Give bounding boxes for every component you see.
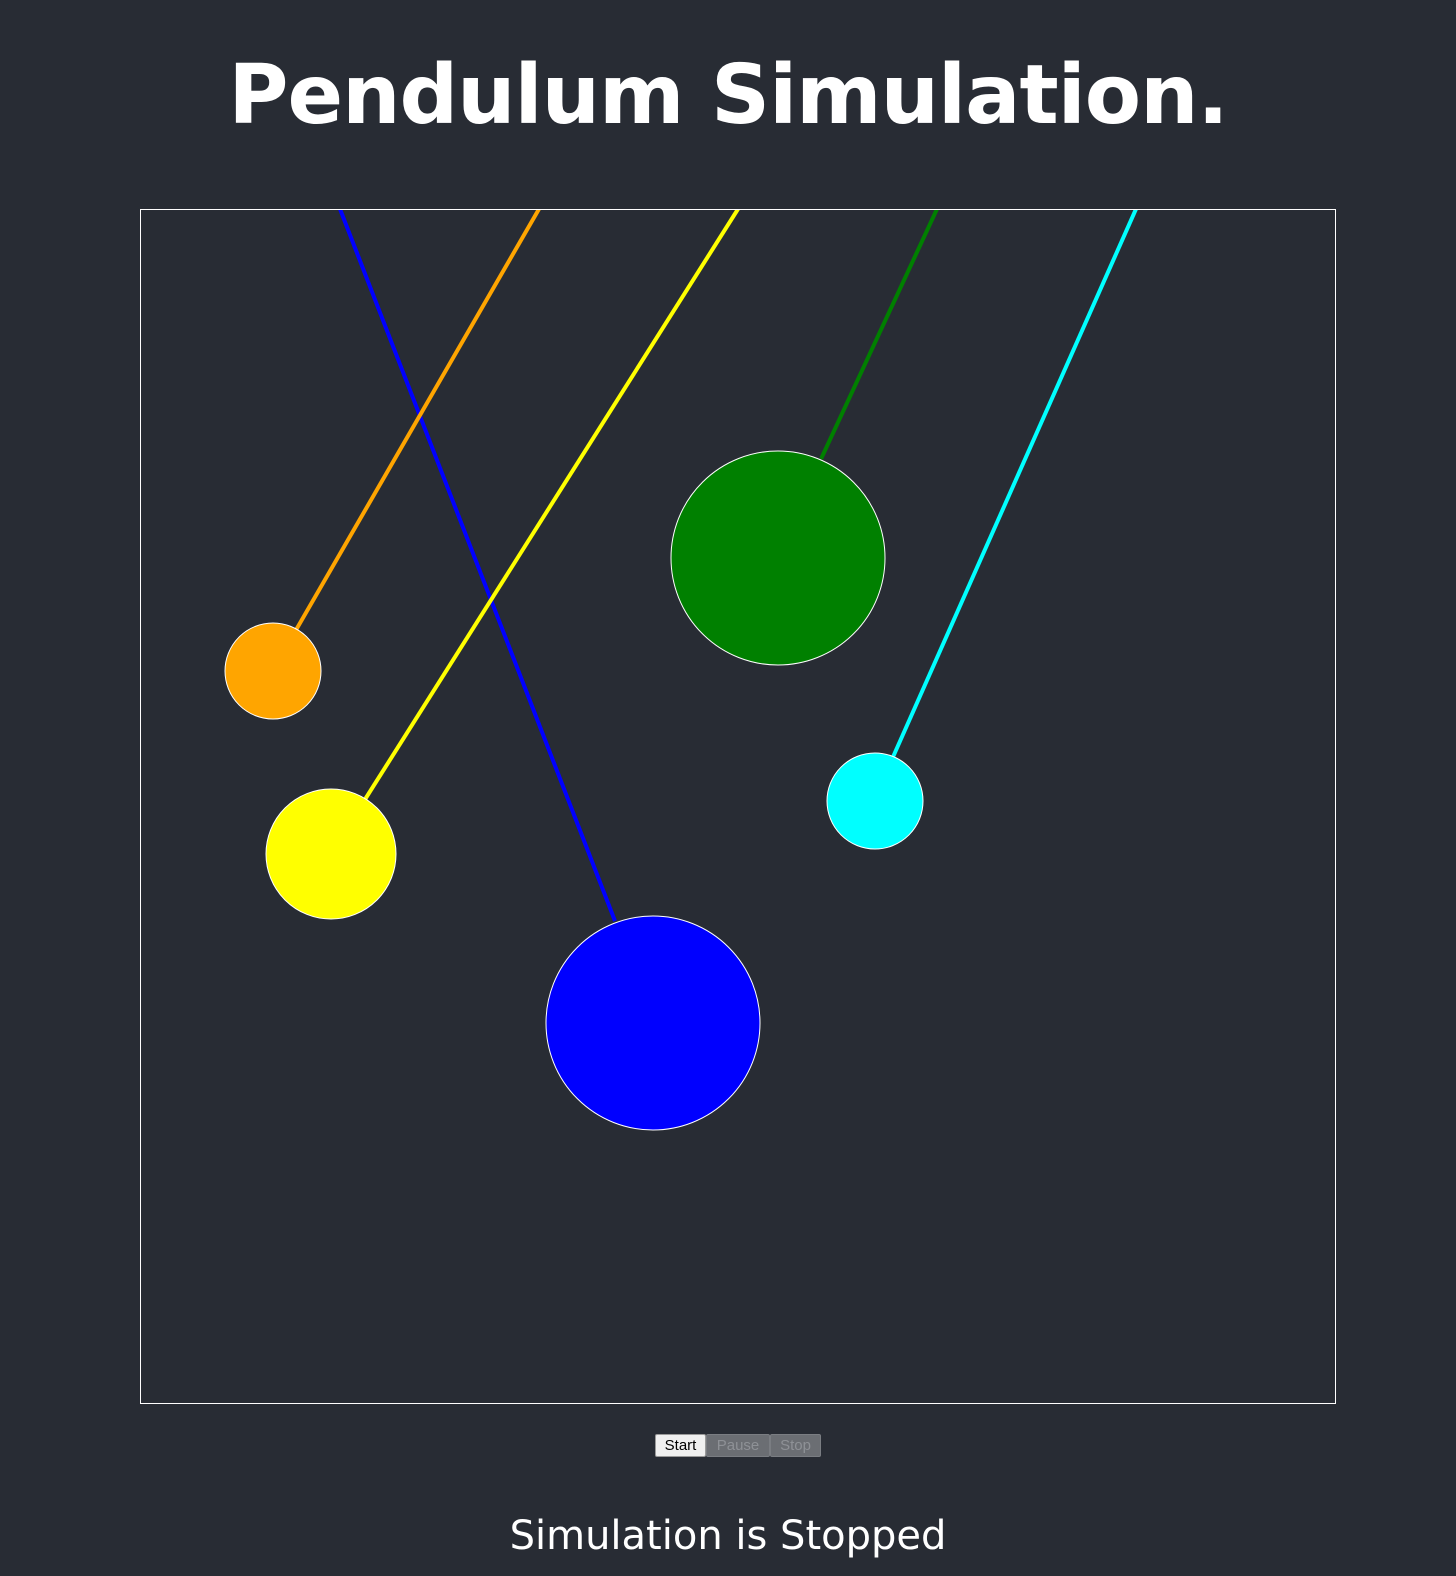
pendulum-cyan-bob [826,752,924,850]
pendulum-yellow-bob [265,788,397,920]
pendulum-blue-bob [545,915,761,1131]
pendulum-yellow-string [362,210,740,803]
simulation-controls: Start Pause Stop [655,1434,821,1457]
simulation-drawing [224,210,1138,1131]
simulation-status: Simulation is Stopped [509,1513,947,1559]
pause-button[interactable]: Pause [706,1434,770,1457]
start-button[interactable]: Start [655,1434,706,1457]
page-title: Pendulum Simulation. [228,48,1228,143]
pendulum-green-bob [670,450,886,666]
pendulum-orange-bob [224,622,322,720]
simulation-canvas[interactable] [140,209,1336,1404]
pendulum-green-string [819,210,939,460]
pendulum-cyan-string [891,210,1138,758]
stop-button[interactable]: Stop [770,1434,821,1457]
pendulum-orange-string [294,210,541,631]
pendulum-blue-string [338,210,617,922]
